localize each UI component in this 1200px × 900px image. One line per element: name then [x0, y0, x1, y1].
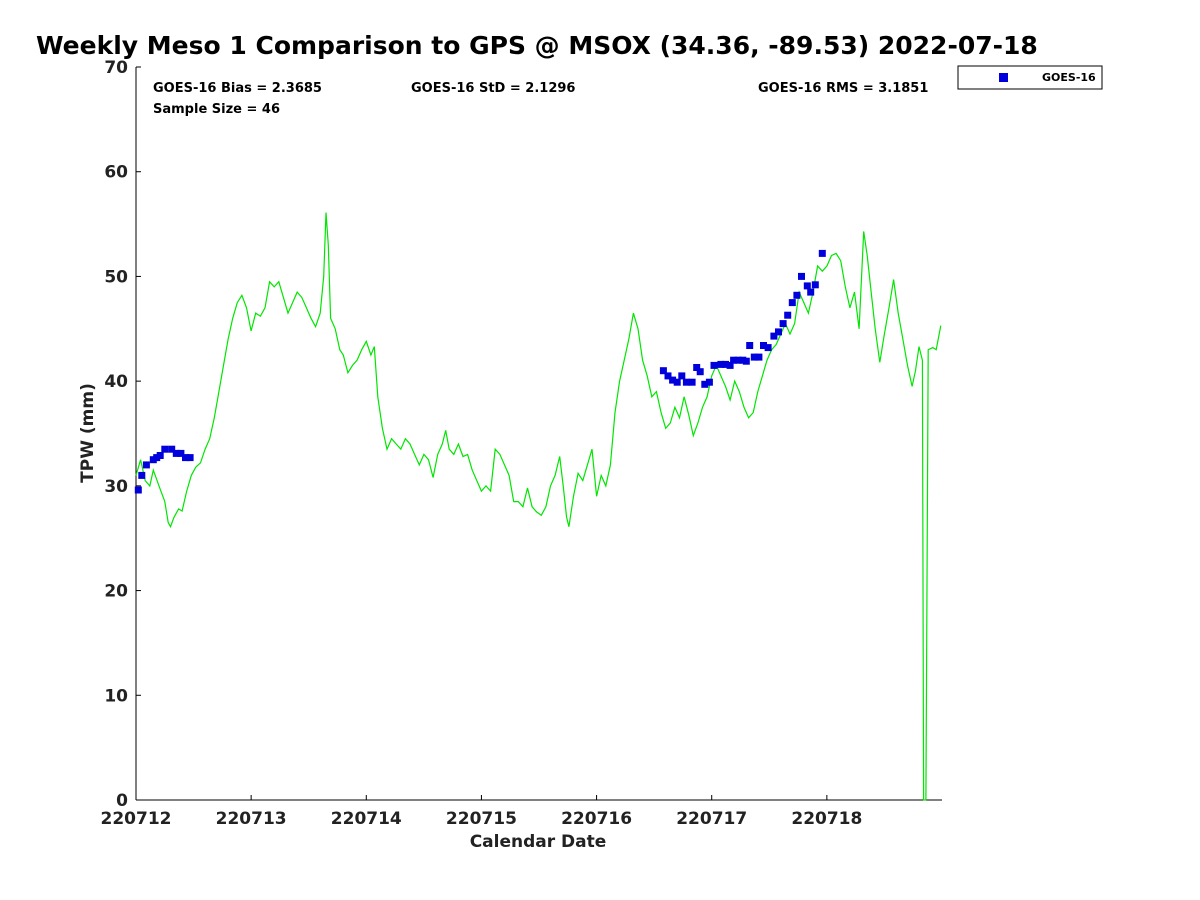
goes-16-point	[688, 378, 696, 386]
goes-16-point	[659, 367, 667, 375]
goes-16-point	[818, 249, 826, 257]
goes-16-point	[726, 361, 734, 369]
x-tick-label: 220715	[446, 809, 517, 829]
goes-16-point	[177, 449, 185, 457]
x-tick-label: 220712	[101, 809, 172, 829]
bias-stat: GOES-16 Bias = 2.3685	[153, 81, 322, 96]
goes-16-point	[664, 372, 672, 380]
gps-line	[135, 212, 942, 801]
stats-annotations: GOES-16 Bias = 2.3685 GOES-16 StD = 2.12…	[153, 81, 928, 117]
x-tick-label: 220716	[561, 809, 632, 829]
chart-title: Weekly Meso 1 Comparison to GPS @ MSOX (…	[36, 31, 1038, 60]
goes-16-point	[142, 461, 150, 469]
goes-16-point	[760, 342, 767, 349]
goes-16-point	[696, 368, 704, 376]
goes-16-point	[730, 356, 738, 364]
y-tick-label: 60	[104, 163, 128, 183]
goes-16-point	[168, 445, 176, 453]
goes-16-point	[811, 281, 819, 289]
x-tick-label: 220717	[676, 809, 747, 829]
goes-16-point	[705, 378, 713, 386]
goes-16-point	[669, 376, 677, 384]
goes-16-series	[134, 249, 826, 494]
legend-box	[957, 65, 1103, 90]
goes-16-point	[784, 311, 792, 319]
goes-16-point	[746, 342, 754, 349]
goes-16-point	[722, 360, 729, 368]
plot-area	[136, 67, 942, 800]
goes-16-point	[779, 320, 787, 328]
goes-16-point	[134, 486, 142, 494]
legend-marker-goes-16	[999, 73, 1008, 82]
goes-16-point	[156, 452, 164, 459]
legend-label-goes-16: GOES-16	[1042, 71, 1096, 84]
goes-16-point	[734, 356, 742, 364]
goes-16-point	[750, 353, 758, 361]
goes-16-point	[788, 299, 796, 307]
goes-16-point	[678, 372, 686, 380]
y-ticks: 0 10 20 30 40 50 60 70	[104, 58, 141, 811]
y-tick-label: 40	[104, 372, 128, 392]
goes-16-point	[673, 378, 681, 386]
goes-16-point	[798, 272, 805, 280]
goes-16-point	[803, 282, 811, 290]
x-tick-label: 220713	[216, 809, 287, 829]
goes-16-point	[138, 471, 146, 479]
goes-16-point	[182, 454, 189, 462]
goes-16-point	[710, 361, 718, 369]
x-tick-label: 220714	[331, 809, 402, 829]
goes-16-point	[161, 445, 169, 453]
goes-16-point	[764, 344, 772, 352]
y-tick-label: 30	[104, 477, 128, 497]
goes-16-point	[742, 357, 750, 365]
x-ticks: 220712 220713 220714 220715 220716 220717 2207…	[101, 795, 862, 829]
goes-16-point	[770, 332, 778, 340]
y-tick-label: 50	[104, 267, 128, 287]
goes-16-point	[755, 353, 763, 361]
rms-stat: GOES-16 RMS = 3.1851	[758, 81, 928, 96]
goes-16-point	[172, 449, 180, 457]
goes-16-point	[807, 288, 815, 296]
sample-size-stat: Sample Size = 46	[153, 102, 280, 117]
goes-16-point	[682, 378, 690, 386]
y-tick-label: 10	[104, 686, 128, 706]
gps-series	[135, 212, 942, 801]
goes-16-point	[693, 364, 701, 371]
y-tick-label: 70	[104, 58, 128, 78]
std-stat: GOES-16 StD = 2.1296	[411, 81, 575, 96]
x-axis-label: Calendar Date	[470, 832, 607, 852]
y-tick-label: 20	[104, 582, 128, 602]
goes-16-point	[186, 454, 194, 462]
goes-16-point	[701, 380, 709, 388]
goes-16-point	[775, 328, 782, 336]
y-axis-label: TPW (mm)	[78, 383, 98, 483]
goes-16-point	[793, 291, 801, 299]
axes	[135, 67, 942, 801]
x-tick-label: 220718	[791, 809, 862, 829]
goes-16-point	[717, 360, 725, 368]
y-tick-label: 0	[116, 791, 128, 811]
legend: GOES-16	[957, 65, 1103, 90]
